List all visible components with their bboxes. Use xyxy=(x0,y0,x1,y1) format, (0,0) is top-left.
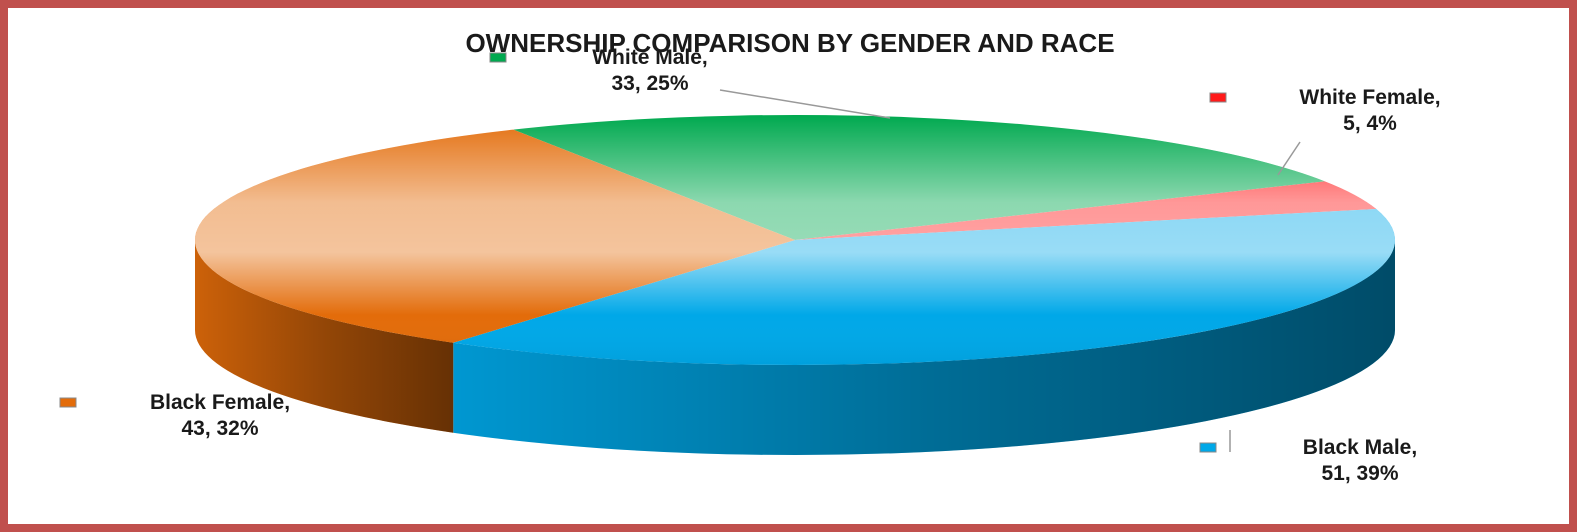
side-shade xyxy=(453,240,1395,456)
leader-line xyxy=(719,89,891,119)
label-value: 43, 32% xyxy=(181,417,258,440)
side-shade xyxy=(195,240,454,433)
chart-title: OWNERSHIP COMPARISON BY GENDER AND RACE xyxy=(465,28,1114,58)
legend-key xyxy=(59,397,77,408)
label-value: 5, 4% xyxy=(1343,112,1397,135)
legend-key xyxy=(1199,442,1217,453)
label-value: 33, 25% xyxy=(611,72,688,95)
data-labels: White Male, 33, 25% White Female, 5, 4% Blac… xyxy=(59,46,1441,485)
pie-tops xyxy=(194,114,1396,366)
label-name: Black Female, xyxy=(150,391,290,414)
label-name: White Female, xyxy=(1299,86,1440,109)
legend-key xyxy=(1209,92,1227,103)
label-name: Black Male, xyxy=(1303,436,1417,459)
legend-key xyxy=(489,52,507,63)
leader-line xyxy=(1277,141,1301,176)
pie-sides xyxy=(195,240,1395,456)
gloss xyxy=(195,115,1395,365)
label-name: White Male, xyxy=(592,46,708,69)
label-value: 51, 39% xyxy=(1321,462,1398,485)
